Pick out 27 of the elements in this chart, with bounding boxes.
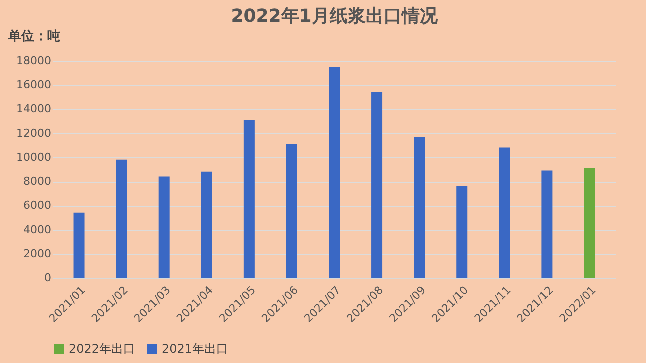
- bar: [414, 136, 426, 278]
- bar: [499, 148, 510, 278]
- bar: [456, 186, 468, 278]
- bar: [584, 168, 596, 278]
- legend-label: 2022年出口: [69, 342, 136, 356]
- bar: [329, 67, 340, 278]
- y-tick-label: 6000: [24, 199, 52, 212]
- bar: [74, 212, 85, 278]
- y-axis-title: 单位：吨: [8, 28, 60, 44]
- y-tick-label: 12000: [16, 126, 52, 140]
- bar: [542, 170, 553, 278]
- bar: [158, 176, 170, 278]
- y-tick-label: 16000: [16, 78, 52, 92]
- chart-title: 2022年1月纸浆出口情况: [231, 6, 439, 27]
- y-tick-label: 18000: [16, 54, 52, 68]
- y-tick-label: 0: [44, 272, 52, 284]
- y-tick-label: 2000: [24, 247, 52, 260]
- bar: [201, 172, 212, 278]
- legend-label: 2021年出口: [162, 342, 229, 356]
- y-tick-label: 8000: [24, 175, 52, 188]
- y-tick-label: 4000: [24, 223, 52, 236]
- bar: [286, 144, 298, 278]
- bar: [244, 120, 255, 278]
- y-tick-label: 10000: [16, 150, 52, 164]
- y-tick-label: 14000: [16, 102, 52, 116]
- bar: [372, 92, 383, 278]
- bar: [116, 160, 128, 278]
